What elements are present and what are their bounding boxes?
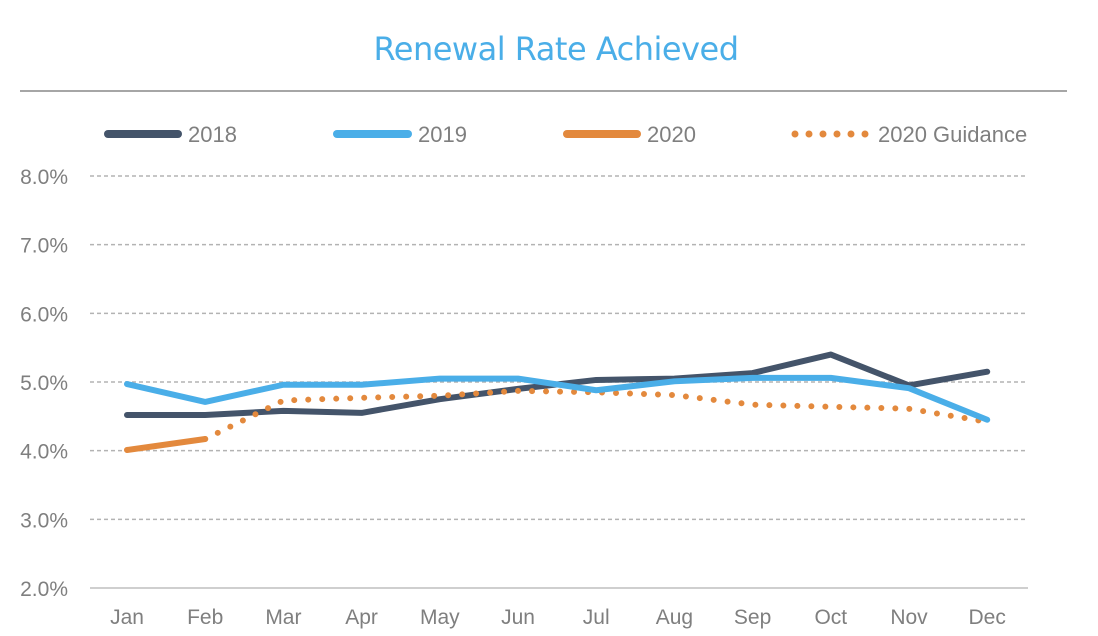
x-tick-label: Mar — [265, 606, 301, 629]
x-tick-label: Feb — [187, 606, 223, 629]
y-tick-label: 8.0% — [20, 166, 68, 189]
legend: 2018 2019 2020 2020 Guidance — [104, 122, 1027, 147]
legend-item-2018: 2018 — [104, 122, 237, 147]
legend-item-2020: 2020 — [563, 122, 696, 147]
legend-item-2019: 2019 — [333, 122, 467, 147]
x-tick-label: Jul — [583, 606, 610, 629]
x-tick-label: Sep — [734, 606, 771, 629]
y-tick-labels: 2.0% 3.0% 4.0% 5.0% 6.0% 7.0% 8.0% — [20, 166, 68, 601]
series-line-2019 — [124, 374, 991, 423]
x-tick-label: May — [420, 606, 460, 629]
series-line-2020-guidance — [202, 387, 991, 442]
y-tick-label: 6.0% — [20, 303, 68, 326]
legend-label: 2020 Guidance — [878, 122, 1027, 147]
y-tick-label: 3.0% — [20, 509, 68, 532]
x-tick-label: Jan — [110, 606, 144, 629]
x-tick-label: Dec — [969, 606, 1006, 629]
x-tick-label: Aug — [656, 606, 693, 629]
x-tick-label: Oct — [814, 606, 847, 629]
x-tick-label: Nov — [890, 606, 928, 629]
legend-label: 2018 — [188, 122, 237, 147]
chart-title: Renewal Rate Achieved — [373, 30, 739, 68]
x-tick-label: Jun — [501, 606, 535, 629]
title-divider — [20, 90, 1067, 92]
y-tick-label: 4.0% — [20, 441, 68, 464]
y-tick-label: 7.0% — [20, 235, 68, 258]
series-line-2020 — [124, 435, 209, 453]
x-tick-label: Apr — [345, 606, 378, 629]
legend-label: 2019 — [418, 122, 467, 147]
y-tick-label: 5.0% — [20, 372, 68, 395]
y-tick-label: 2.0% — [20, 578, 68, 601]
series-lines — [124, 351, 991, 453]
gridlines — [90, 175, 1028, 521]
legend-label: 2020 — [647, 122, 696, 147]
legend-item-2020-guidance: 2020 Guidance — [791, 122, 1027, 147]
x-tick-labels: Jan Feb Mar Apr May Jun Jul Aug Sep Oct Nov Dec — [110, 606, 1006, 629]
